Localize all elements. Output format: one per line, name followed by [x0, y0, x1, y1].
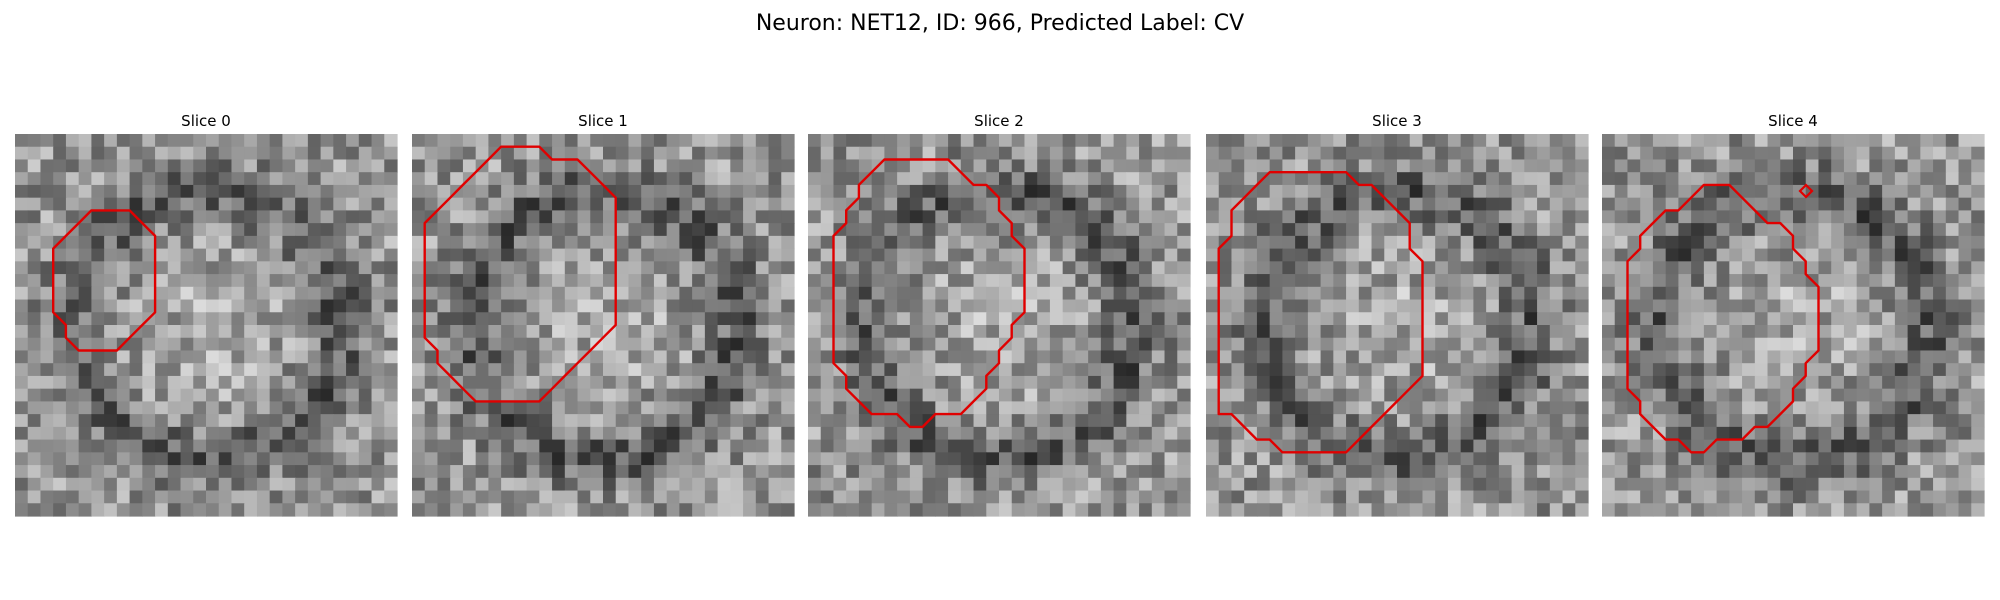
- slice-title: Slice 4: [1768, 112, 1818, 130]
- slice-image: [15, 134, 398, 517]
- slice-panel-4: Slice 4: [1602, 112, 1985, 517]
- segmentation-contour: [1626, 183, 1820, 454]
- slice-image: [1602, 134, 1985, 517]
- contour-fragment: [1798, 183, 1814, 199]
- segmentation-contour: [52, 209, 157, 352]
- slice-panel-1: Slice 1: [412, 112, 795, 517]
- panels-group: Slice 0 Slice 1 Slice 2 Slice 3 Slice 4: [15, 112, 1985, 517]
- slice-title: Slice 3: [1372, 112, 1422, 130]
- slice-title: Slice 0: [181, 112, 231, 130]
- slice-image: [1206, 134, 1589, 517]
- segmentation-contour: [1217, 170, 1424, 454]
- slice-panel-2: Slice 2: [808, 112, 1191, 517]
- slice-title: Slice 2: [974, 112, 1024, 130]
- segmentation-contour: [832, 158, 1026, 429]
- slice-image: [808, 134, 1191, 517]
- slice-title: Slice 1: [578, 112, 628, 130]
- slice-panel-0: Slice 0: [15, 112, 398, 517]
- segmentation-contour: [423, 145, 617, 403]
- slice-panel-3: Slice 3: [1206, 112, 1589, 517]
- figure-title: Neuron: NET12, ID: 966, Predicted Label:…: [756, 11, 1244, 36]
- slice-image: [412, 134, 795, 517]
